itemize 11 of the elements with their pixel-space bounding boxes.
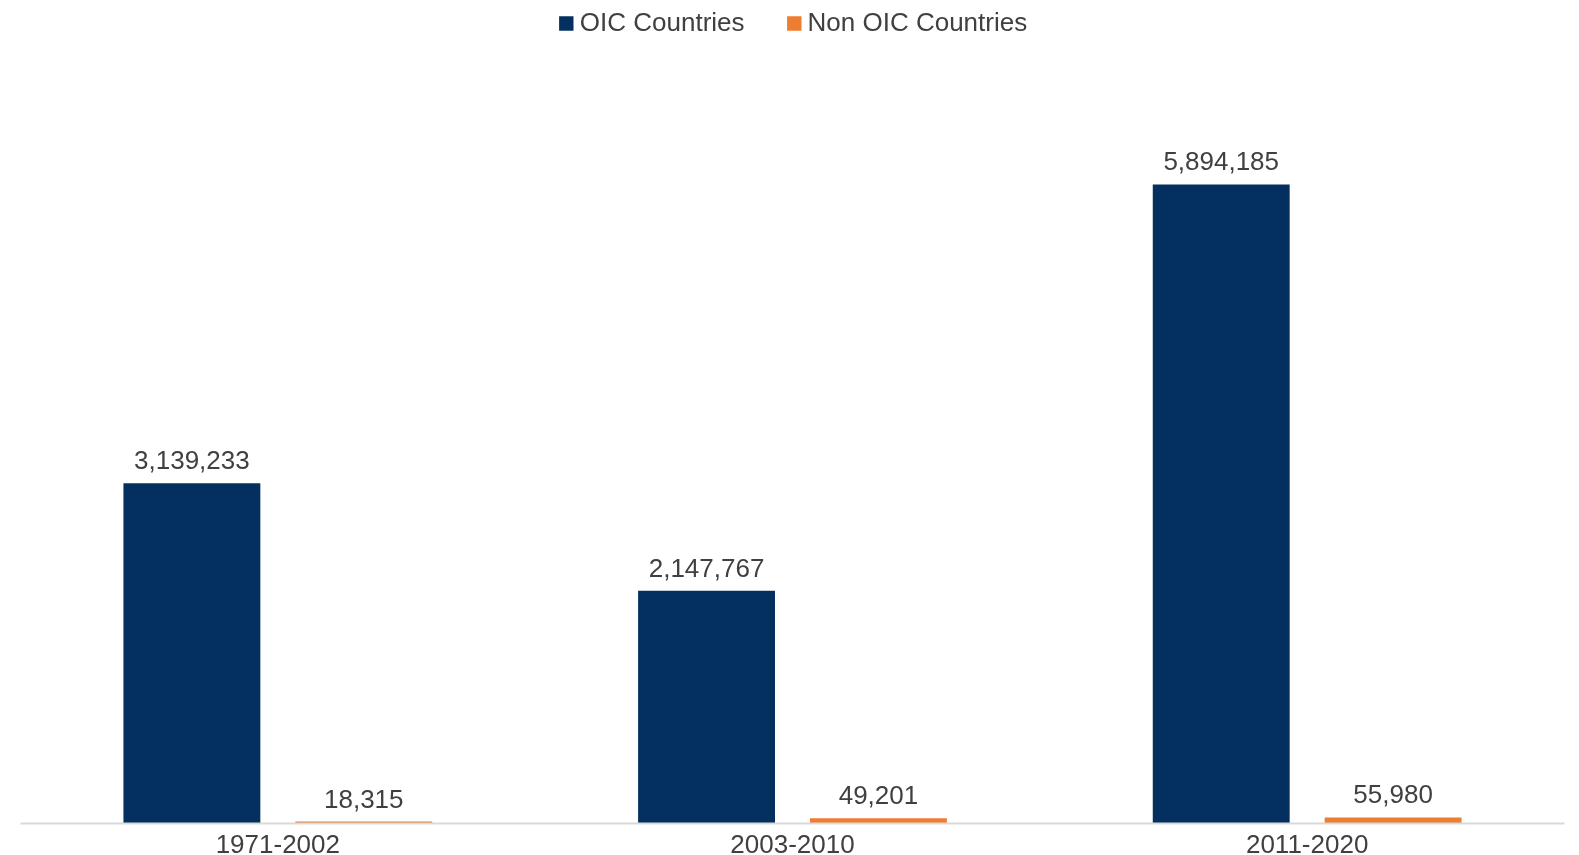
legend-label: OIC Countries <box>579 7 745 38</box>
data-label: 3,139,233 <box>134 445 250 476</box>
data-label: 49,201 <box>838 780 919 811</box>
data-label: 5,894,185 <box>1163 146 1280 177</box>
x-tick-label: 2011-2020 <box>1245 828 1369 855</box>
data-label: 2,147,767 <box>648 552 765 583</box>
data-label: 55,980 <box>1353 779 1433 810</box>
x-tick-label: 1971-2002 <box>215 828 341 855</box>
legend-label: Non OIC Countries <box>807 7 1028 38</box>
data-label: 18,315 <box>324 783 404 814</box>
x-tick-label: 2003-2010 <box>730 828 855 855</box>
